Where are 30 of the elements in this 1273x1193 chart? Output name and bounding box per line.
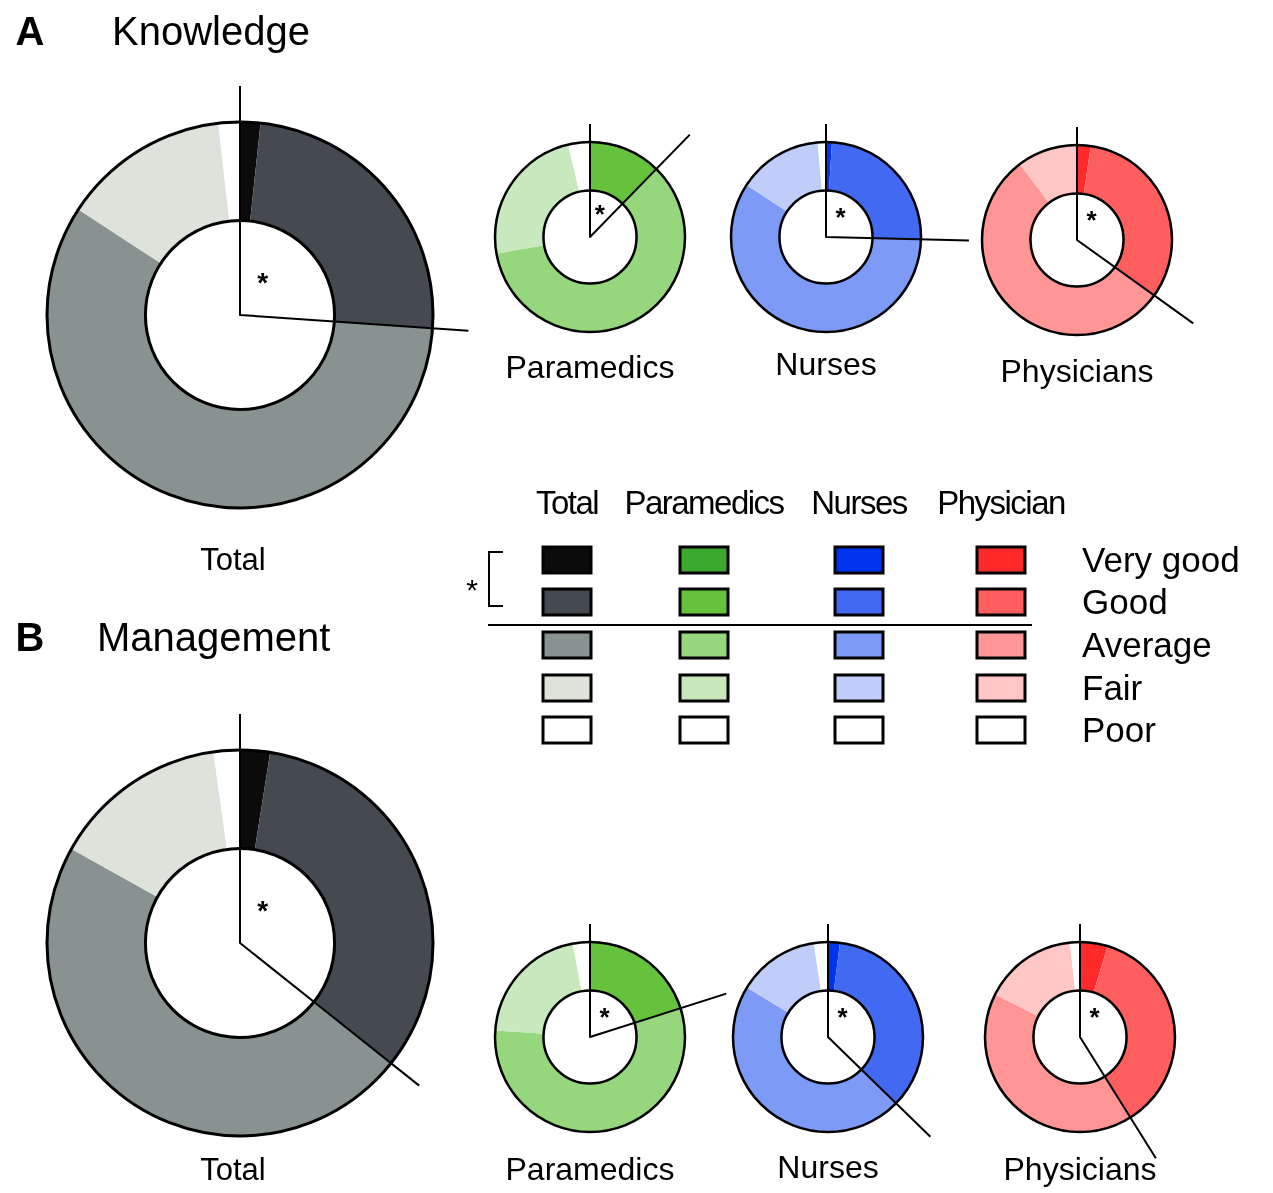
legend-title: Paramedics [624,484,785,521]
text: Physicians [1000,353,1154,389]
text: * [837,1001,849,1032]
legend-label: Average [1082,625,1212,664]
text: Paramedics [505,1151,675,1187]
text: * [257,266,269,298]
legend-label: Very good [1082,540,1240,579]
text: * [1089,1001,1101,1032]
text: Total [200,1152,266,1187]
text: Total [200,542,266,577]
chart-title: Knowledge [112,9,310,53]
chart-title: Management [97,615,331,659]
legend-title: Nurses [811,484,908,521]
legend-label: Good [1082,582,1168,621]
text: Physicians [1003,1151,1157,1187]
text: * [599,1001,611,1032]
text: * [466,573,479,606]
text: Paramedics [505,349,675,385]
legend-title: Total [535,484,599,521]
legend-label: Poor [1082,710,1157,749]
text: Nurses [777,1149,879,1185]
text: * [835,201,847,232]
text: A [15,9,45,53]
text: Nurses [775,346,877,382]
text: * [1086,204,1098,235]
legend-title: Physician [937,484,1066,521]
text: * [594,198,606,229]
text: B [15,615,45,659]
legend-label: Fair [1082,668,1143,707]
text: * [257,894,269,926]
